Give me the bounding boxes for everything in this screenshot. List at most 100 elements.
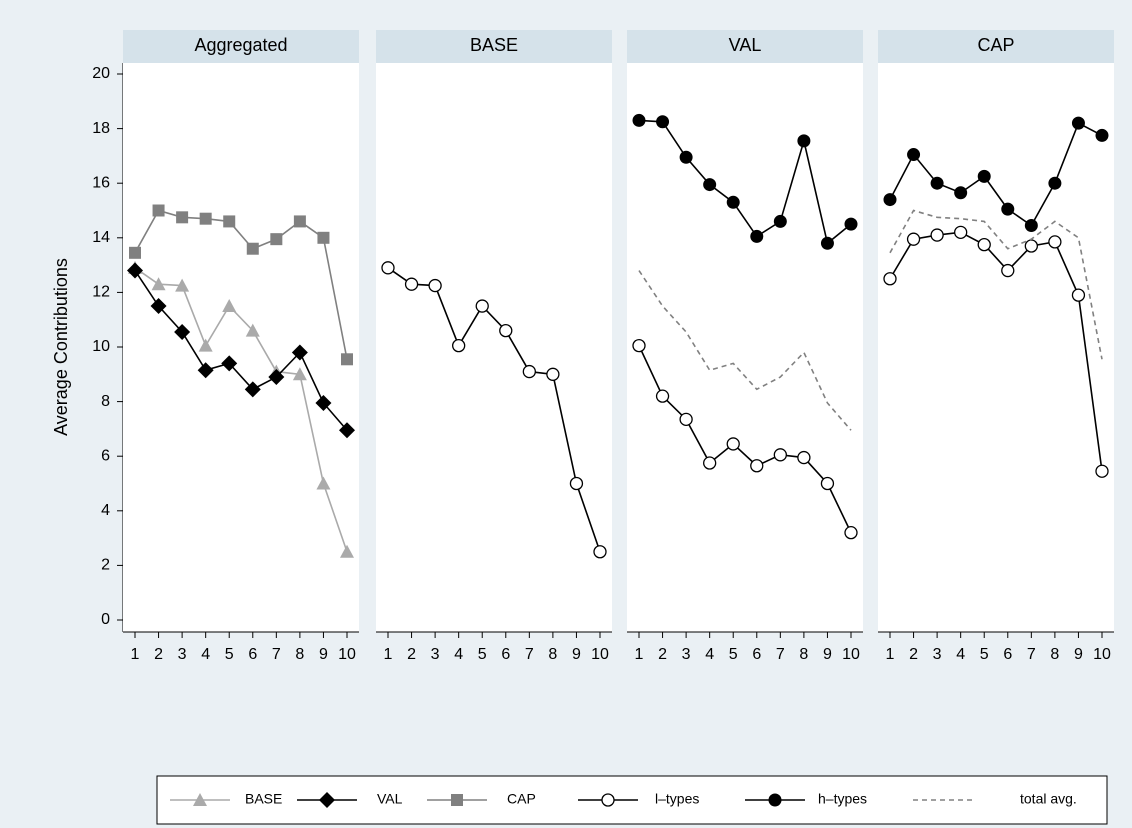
- data-point: [127, 262, 143, 279]
- data-point: [197, 362, 214, 379]
- data-point: [129, 246, 141, 259]
- x-tick-label: 7: [1027, 646, 1036, 663]
- data-point: [906, 232, 921, 246]
- x-tick-label: 8: [799, 646, 808, 663]
- data-point: [593, 545, 607, 559]
- data-point: [797, 450, 811, 465]
- y-tick-label: 20: [92, 65, 110, 82]
- data-point: [773, 214, 787, 228]
- x-tick-label: 8: [548, 646, 557, 663]
- data-point: [883, 193, 897, 207]
- data-point: [291, 344, 308, 361]
- x-tick-label: 2: [154, 646, 163, 663]
- x-tick-label: 4: [956, 646, 965, 663]
- x-tick-label: 8: [295, 646, 304, 663]
- panel-header: [123, 30, 359, 63]
- data-point: [316, 476, 331, 490]
- legend-label: h–types: [818, 791, 867, 807]
- plot-area: [627, 63, 863, 632]
- data-point: [428, 278, 442, 293]
- data-point: [246, 242, 259, 255]
- x-tick-label: 10: [842, 646, 860, 663]
- x-tick-label: 1: [131, 646, 140, 663]
- data-point: [151, 277, 166, 291]
- x-tick-label: 10: [338, 646, 356, 663]
- data-point: [499, 323, 513, 338]
- legend-marker: [319, 792, 335, 808]
- panel-title: VAL: [729, 35, 762, 55]
- y-tick-label: 18: [92, 120, 110, 137]
- x-tick-label: 3: [933, 646, 942, 663]
- legend-label: VAL: [377, 791, 403, 807]
- data-point: [773, 448, 787, 462]
- series-line: [134, 267, 348, 553]
- data-point: [1071, 116, 1085, 130]
- data-point: [726, 195, 740, 209]
- x-tick-label: 4: [454, 646, 463, 663]
- panel-title: BASE: [470, 35, 518, 55]
- x-tick-label: 10: [1093, 646, 1111, 663]
- data-point: [930, 228, 944, 242]
- data-point: [632, 338, 646, 353]
- x-tick-label: 5: [225, 646, 234, 663]
- data-point: [954, 186, 968, 200]
- data-point: [176, 211, 189, 224]
- series-line: [134, 209, 348, 360]
- x-tick-label: 1: [635, 646, 644, 663]
- series-line: [889, 231, 1103, 472]
- data-point: [1001, 263, 1015, 278]
- data-point: [199, 212, 212, 225]
- x-tick-label: 6: [752, 646, 761, 663]
- x-tick-label: 2: [407, 646, 416, 663]
- data-point: [750, 229, 764, 243]
- x-tick-label: 1: [886, 646, 895, 663]
- x-tick-label: 9: [823, 646, 832, 663]
- data-point: [703, 178, 717, 192]
- data-point: [750, 459, 764, 473]
- x-tick-label: 7: [776, 646, 785, 663]
- data-point: [844, 217, 858, 231]
- x-tick-label: 6: [248, 646, 257, 663]
- x-tick-label: 7: [525, 646, 534, 663]
- data-point: [1048, 176, 1062, 190]
- x-tick-label: 6: [501, 646, 510, 663]
- data-point: [703, 456, 717, 470]
- data-point: [475, 299, 489, 313]
- x-tick-label: 7: [272, 646, 281, 663]
- data-point: [1095, 464, 1109, 478]
- y-tick-label: 6: [101, 447, 110, 464]
- x-tick-label: 3: [431, 646, 440, 663]
- legend-label: l–types: [655, 791, 699, 807]
- data-point: [679, 412, 693, 426]
- data-point: [930, 176, 944, 190]
- data-point: [569, 476, 584, 491]
- data-point: [820, 476, 835, 491]
- data-point: [339, 422, 355, 439]
- x-tick-label: 10: [591, 646, 609, 663]
- series-line: [638, 119, 852, 245]
- data-point: [175, 278, 190, 292]
- data-point: [977, 169, 991, 183]
- data-point: [270, 233, 283, 246]
- y-axis-label: Average Contributions: [51, 258, 71, 436]
- panel-header: [376, 30, 612, 63]
- plot-area: [376, 63, 612, 632]
- data-point: [1024, 219, 1038, 233]
- data-point: [381, 261, 395, 275]
- legend-marker: [601, 793, 615, 807]
- data-point: [317, 231, 330, 244]
- x-tick-label: 2: [909, 646, 918, 663]
- y-tick-label: 16: [92, 174, 110, 191]
- x-tick-label: 8: [1050, 646, 1059, 663]
- data-point: [1001, 202, 1015, 216]
- data-point: [221, 355, 238, 372]
- y-tick-label: 4: [101, 502, 110, 519]
- x-tick-label: 3: [682, 646, 691, 663]
- x-tick-label: 9: [572, 646, 581, 663]
- panel-title: Aggregated: [194, 35, 287, 55]
- data-point: [152, 204, 165, 217]
- data-point: [150, 298, 167, 315]
- x-tick-label: 1: [384, 646, 393, 663]
- data-point: [245, 323, 260, 337]
